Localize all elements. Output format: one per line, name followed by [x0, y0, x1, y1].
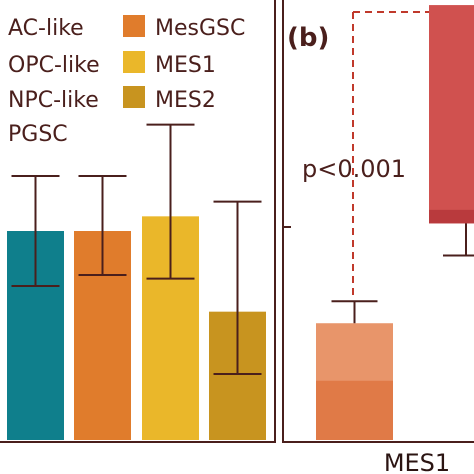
- legend-swatch-mes1: [123, 51, 145, 73]
- legend-swatch-mes2: [123, 86, 145, 108]
- legend-label-mes1: MES1: [155, 53, 216, 78]
- panel-b-label: (b): [287, 23, 329, 53]
- box-second: [429, 5, 474, 224]
- panel-a-frame: [0, 0, 276, 443]
- category-label-mes1: MES1: [384, 449, 450, 474]
- box-second-lower: [429, 209, 474, 224]
- legend-label-mesgsc: MesGSC: [155, 16, 245, 41]
- p-value-annotation: p<0.001: [302, 155, 406, 183]
- bar-group: [7, 123, 266, 440]
- legend: AC-like OPC-like NPC-like PGSC MesGSC ME…: [8, 15, 245, 147]
- legend-label-opc-like: OPC-like: [8, 53, 100, 78]
- legend-label-ac-like: AC-like: [8, 16, 84, 41]
- legend-swatch-mesgsc: [123, 15, 145, 37]
- box-group: [316, 5, 474, 440]
- legend-label-npc-like: NPC-like: [8, 88, 99, 113]
- legend-label-mes2: MES2: [155, 88, 216, 113]
- legend-label-pgsc: PGSC: [8, 122, 68, 147]
- box-mes1-lower: [316, 380, 393, 440]
- panel-b-frame: [282, 0, 474, 443]
